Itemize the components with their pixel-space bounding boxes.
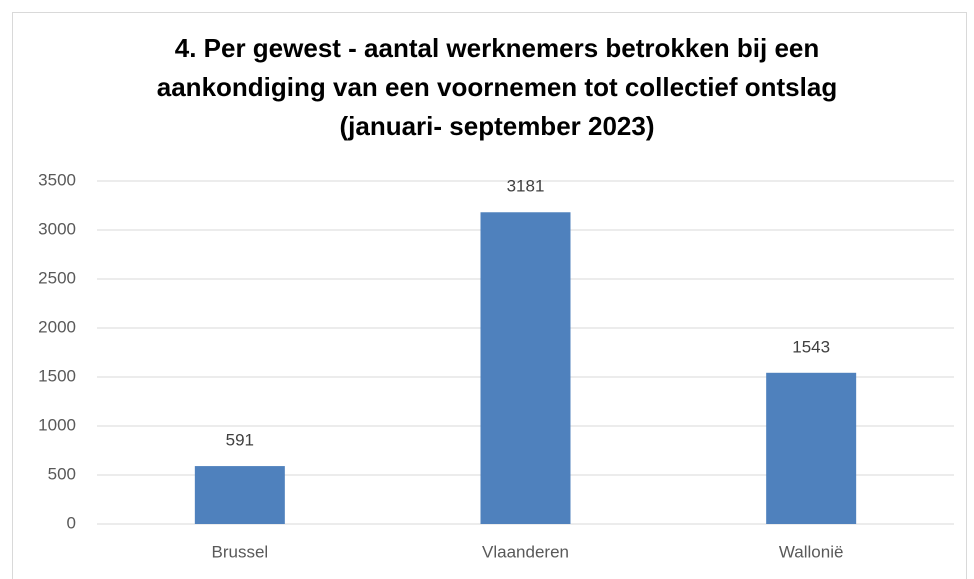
chart-title: (januari- september 2023) [339,111,654,141]
bar [194,466,285,524]
chart-title: 4. Per gewest - aantal werknemers betrok… [175,33,820,63]
bar [480,212,571,524]
y-tick-label: 0 [67,513,76,532]
data-label: 3181 [507,177,545,196]
y-tick-label: 1500 [38,366,76,385]
chart-title: aankondiging van een voornemen tot colle… [157,72,837,102]
y-tick-label: 2500 [38,268,76,287]
x-tick-label: Brussel [211,542,268,561]
y-tick-label: 3000 [38,219,76,238]
x-tick-label: Vlaanderen [482,542,569,561]
y-tick-label: 500 [48,464,76,483]
y-tick-label: 1000 [38,415,76,434]
y-tick-label: 2000 [38,317,76,336]
y-tick-label: 3500 [38,170,76,189]
bar [766,372,857,524]
x-tick-label: Wallonië [779,542,844,561]
data-label: 591 [226,431,254,450]
data-label: 1543 [792,337,830,356]
